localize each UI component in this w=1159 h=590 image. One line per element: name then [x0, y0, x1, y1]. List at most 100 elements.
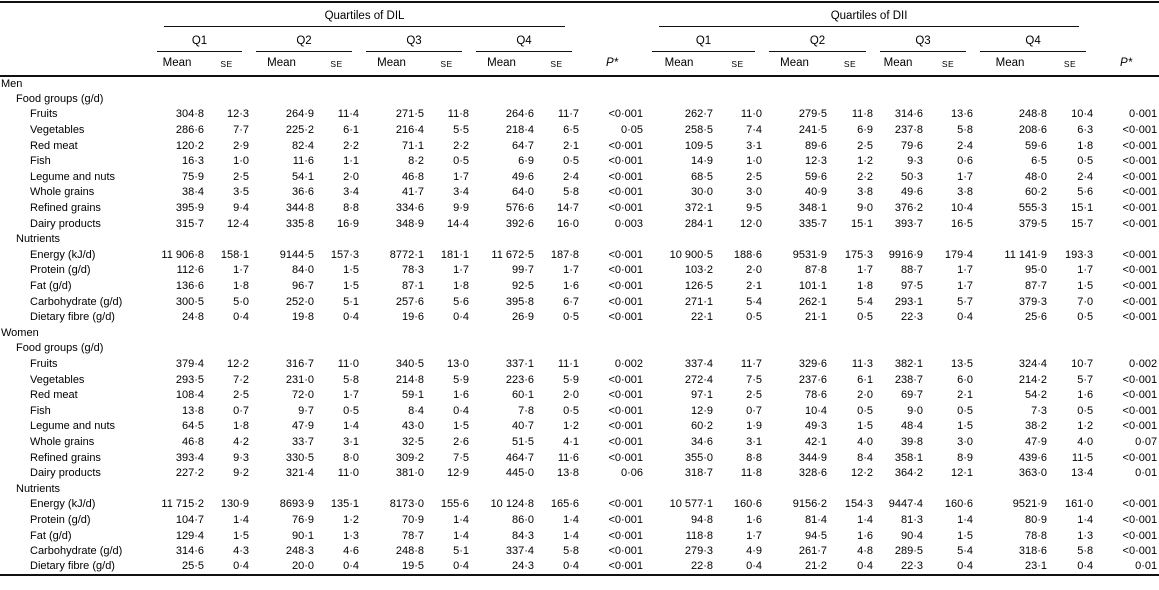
mean-cell: 248·8: [395, 545, 424, 558]
mean-cell: 40·7: [511, 420, 534, 433]
mean-cell: 258·5: [684, 124, 714, 137]
se-cell: 1·6: [857, 529, 874, 542]
mean-cell: 11 141·9: [1004, 248, 1048, 261]
row-label: Food groups (g/d): [16, 92, 104, 105]
mean-header: Mean: [150, 52, 204, 77]
mean-cell: 248·8: [1018, 108, 1048, 121]
se-cell: 13·5: [951, 357, 974, 370]
se-cell: 1·2: [1077, 420, 1094, 433]
se-cell: 11·5: [1071, 451, 1094, 464]
se-cell: 2·5: [233, 170, 249, 183]
row-label: Vegetables: [30, 373, 85, 386]
se-cell: 1·7: [857, 264, 874, 277]
se-cell: 11·8: [851, 108, 874, 121]
se-cell: 0·4: [713, 559, 763, 576]
p-value-cell: <0·001: [608, 373, 644, 386]
se-cell: 5·8: [343, 373, 359, 386]
se-cell: 0·5: [857, 404, 874, 417]
row-label: Fish: [30, 155, 51, 168]
se-cell: 1·8: [453, 280, 469, 293]
se-cell: 4·3: [233, 545, 249, 558]
mean-cell: 9·0: [907, 404, 924, 417]
mean-cell: 376·2: [894, 202, 924, 215]
mean-cell: 60·2: [1025, 186, 1048, 199]
se-cell: 2·6: [453, 435, 469, 448]
p-value-cell: <0·001: [1122, 264, 1158, 277]
p-value-cell: <0·001: [1122, 155, 1158, 168]
se-cell: 6·3: [1077, 124, 1094, 137]
mean-cell: 335·8: [285, 217, 314, 230]
mean-cell: 262·1: [798, 295, 828, 308]
mean-cell: 214·2: [1018, 373, 1048, 386]
p-value-cell: <0·001: [1122, 513, 1158, 526]
quartile-label: Q1: [652, 35, 756, 52]
mean-cell: 88·7: [901, 264, 924, 277]
p-value-cell: <0·001: [608, 435, 644, 448]
row-label: Legume and nuts: [30, 420, 116, 433]
se-header: SE: [1047, 52, 1094, 77]
mean-cell: 49·6: [511, 170, 534, 183]
mean-cell: 84·0: [291, 264, 314, 277]
mean-cell: 344·9: [798, 451, 828, 464]
p-value-cell: 0·002: [614, 357, 644, 370]
se-cell: 1·4: [453, 529, 469, 542]
mean-cell: 14·9: [691, 155, 714, 168]
mean-cell: 41·7: [401, 186, 424, 199]
mean-cell: 314·6: [894, 108, 924, 121]
p-value-cell: <0·001: [608, 529, 644, 542]
se-cell: 16·9: [336, 217, 359, 230]
mean-cell: 340·5: [395, 357, 424, 370]
quartile-label: Q3: [880, 35, 967, 52]
p-value-cell: <0·001: [608, 513, 644, 526]
mean-cell: 69·7: [901, 389, 924, 402]
mean-cell: 101·1: [798, 280, 828, 293]
table-row: Fat (g/d) 129·4 1·5 90·1 1·3 78·7 1·4 84·3 1·4 <0…: [0, 528, 1159, 544]
se-header: SE: [827, 52, 874, 77]
se-cell: 4·2: [233, 435, 249, 448]
se-cell: 2·0: [857, 389, 874, 402]
mean-cell: 316·7: [285, 357, 314, 370]
table-row: Fish 13·8 0·7 9·7 0·5 8·4 0·4 7·8 0·5 <0·001 12·9 0…: [0, 403, 1159, 419]
se-cell: 11·8: [447, 108, 469, 121]
se-cell: 5·5: [453, 124, 469, 137]
p-value-cell: <0·001: [1122, 451, 1158, 464]
row-label: Women: [1, 326, 39, 339]
mean-cell: 225·2: [285, 124, 314, 137]
row-label: Carbohydrate (g/d): [30, 295, 123, 308]
mean-cell: 329·6: [798, 357, 828, 370]
p-value-cell: <0·001: [1122, 311, 1158, 324]
se-cell: 0·4: [314, 559, 359, 576]
mean-cell: 78·3: [401, 264, 424, 277]
mean-cell: 109·5: [684, 139, 714, 152]
mean-cell: 238·7: [894, 373, 924, 386]
row-label: Red meat: [30, 389, 78, 402]
se-cell: 1·3: [343, 529, 359, 542]
se-cell: 188·6: [733, 248, 763, 261]
mean-cell: 60·1: [511, 389, 534, 402]
mean-cell: 86·0: [511, 513, 534, 526]
quartile-header-dil-q3: Q3: [359, 27, 469, 52]
mean-cell: 32·5: [401, 435, 424, 448]
p-value-cell: <0·001: [1122, 124, 1158, 137]
se-cell: 7·4: [746, 124, 763, 137]
se-cell: 11·1: [557, 357, 580, 370]
mean-cell: 103·2: [684, 264, 714, 277]
p-value-cell: 0·01: [1093, 559, 1159, 576]
se-cell: 3·8: [957, 186, 974, 199]
se-cell: 11·8: [740, 467, 763, 480]
mean-cell: 11 715·2: [161, 498, 204, 511]
p-value-cell: <0·001: [1122, 280, 1158, 293]
se-cell: 1·1: [343, 155, 359, 168]
row-label: Dietary fibre (g/d): [30, 311, 115, 324]
mean-cell: 8·2: [408, 155, 424, 168]
mean-cell: 21·1: [805, 311, 828, 324]
p-value-cell: 0·07: [1135, 435, 1158, 448]
se-cell: 0·6: [957, 155, 974, 168]
quartiles-table: Quartiles of DIL Quartiles of DII Q1 Q2 …: [0, 1, 1159, 576]
mean-cell: 34·6: [691, 435, 714, 448]
row-label: Protein (g/d): [30, 264, 91, 277]
se-cell: 2·5: [857, 139, 874, 152]
quartile-header-row: Q1 Q2 Q3 Q4 Q1 Q2 Q3 Q4: [0, 27, 1159, 52]
se-cell: 3·0: [957, 435, 974, 448]
mean-cell: 54·2: [1025, 389, 1048, 402]
